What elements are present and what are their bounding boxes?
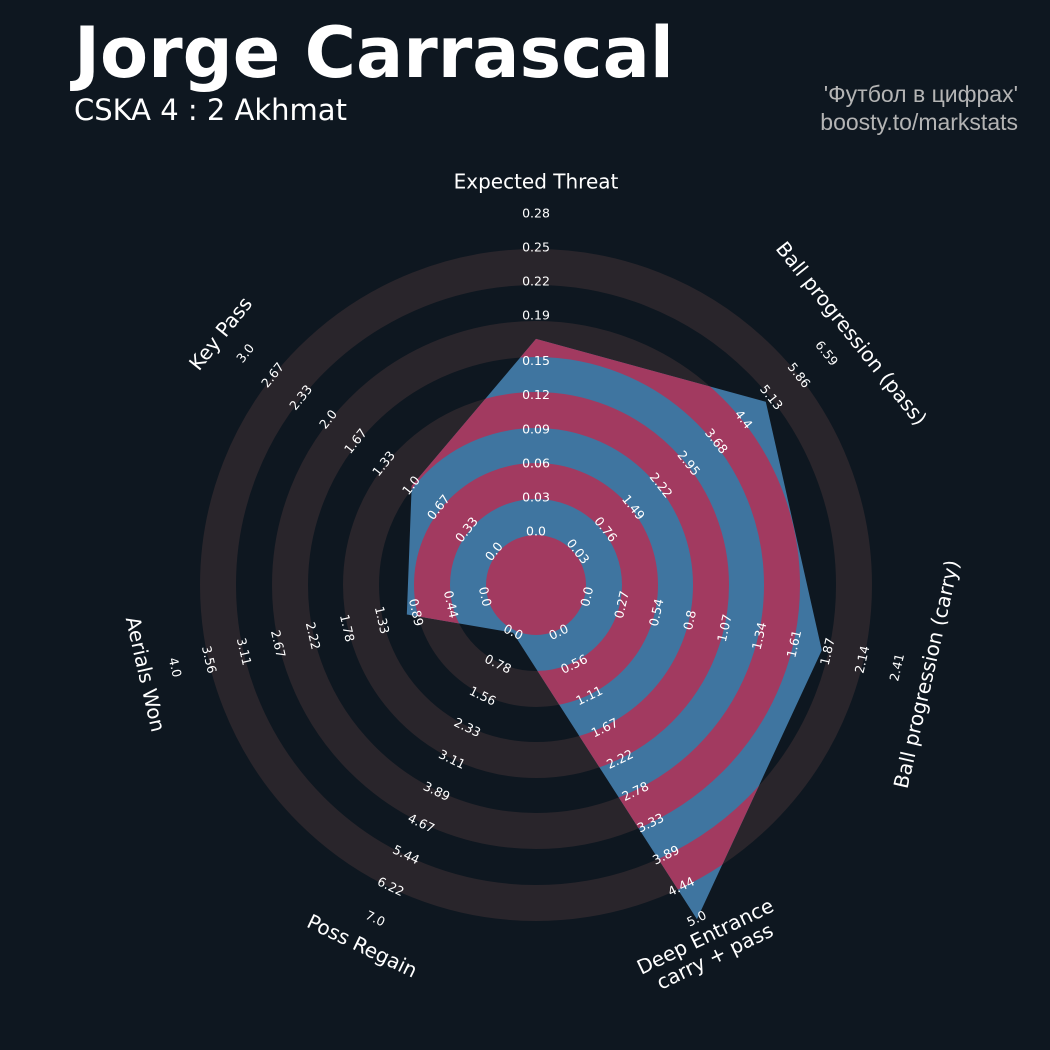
tick-label: 2.22 [303, 621, 324, 651]
tick-label: 0.0 [577, 585, 596, 608]
tick-label: 1.78 [337, 613, 358, 644]
tick-label: 0.03 [522, 489, 550, 504]
tick-label: 3.11 [234, 636, 255, 666]
tick-label: 0.09 [522, 421, 550, 436]
tick-label: 0.15 [522, 353, 550, 368]
tick-label: 0.27 [611, 589, 632, 619]
credit-line: boosty.to/markstats [820, 109, 1018, 135]
tick-label: 0.54 [646, 597, 667, 628]
tick-label: 0.44 [441, 589, 462, 620]
tick-label: 0.06 [522, 455, 550, 470]
chart-subtitle: CSKA 4 : 2 Akhmat [74, 93, 347, 127]
tick-label: 1.33 [372, 605, 393, 635]
tick-label: 2.41 [886, 652, 907, 682]
tick-label: 0.0 [526, 524, 546, 539]
axis-label: Expected Threat [454, 170, 619, 194]
tick-label: 0.0 [476, 585, 495, 608]
tick-label: 3.56 [199, 644, 220, 675]
tick-label: 1.87 [817, 636, 838, 666]
tick-label: 1.07 [714, 613, 735, 643]
ring [200, 249, 872, 921]
tick-label: 0.22 [522, 274, 550, 289]
tick-label: 0.25 [522, 240, 550, 255]
tick-label: 0.12 [522, 387, 550, 402]
tick-label: 1.61 [783, 629, 804, 659]
tick-label: 2.14 [852, 644, 873, 675]
tick-label: 4.0 [166, 656, 185, 679]
chart-title: Jorge Carrascal [70, 12, 674, 94]
tick-label: 0.8 [680, 609, 699, 632]
tick-label: 0.89 [406, 597, 427, 628]
credit-line: 'Футбол в цифрах' [824, 81, 1018, 107]
radar-overlap-ring [486, 535, 586, 635]
tick-label: 2.67 [268, 629, 289, 659]
tick-label: 1.34 [749, 621, 770, 652]
tick-label: 0.28 [522, 206, 550, 221]
tick-label: 0.19 [522, 308, 550, 323]
